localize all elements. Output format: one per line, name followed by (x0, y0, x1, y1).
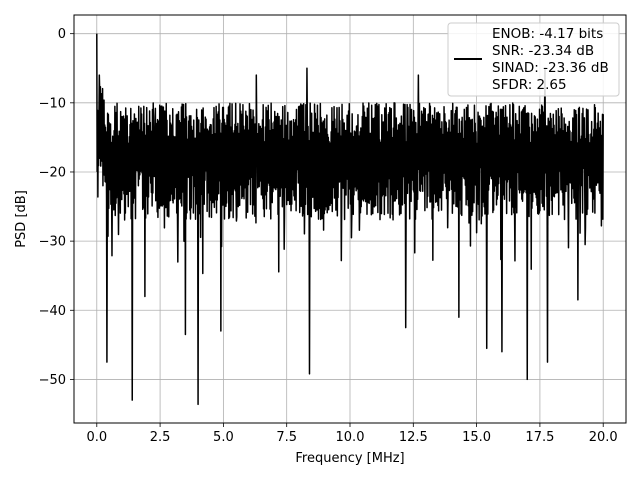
x-tick-label: 10.0 (336, 430, 365, 445)
x-axis-label: Frequency [MHz] (295, 451, 404, 466)
x-tick-label: 7.5 (276, 430, 297, 445)
x-tick-label: 5.0 (213, 430, 234, 445)
x-tick-label: 12.5 (399, 430, 428, 445)
x-tick-label: 0.0 (86, 430, 107, 445)
x-tick-label: 20.0 (589, 430, 618, 445)
y-tick-label: −30 (39, 235, 66, 250)
y-tick-label: −40 (39, 304, 66, 319)
y-tick-label: −50 (39, 373, 66, 388)
y-tick-label: 0 (58, 27, 66, 42)
psd-line (96, 33, 604, 406)
legend-snr: SNR: -23.34 dB (492, 43, 594, 59)
x-tick-label: 2.5 (150, 430, 171, 445)
x-axis-ticks: 0.0 2.5 5.0 7.5 10.0 12.5 15.0 17.5 20.0 (86, 423, 618, 445)
legend: ENOB: -4.17 bits SNR: -23.34 dB SINAD: -… (447, 22, 620, 97)
y-axis-label: PSD [dB] (14, 190, 29, 248)
legend-box (447, 22, 620, 97)
legend-sfdr: SFDR: 2.65 (492, 77, 567, 93)
y-axis-ticks: 0 −10 −20 −30 −40 −50 (39, 27, 74, 388)
y-tick-label: −20 (39, 165, 66, 180)
y-tick-label: −10 (39, 96, 66, 111)
x-tick-label: 15.0 (462, 430, 491, 445)
psd-series (96, 33, 604, 406)
legend-enob: ENOB: -4.17 bits (492, 26, 603, 42)
x-tick-label: 17.5 (525, 430, 554, 445)
legend-sinad: SINAD: -23.36 dB (492, 60, 609, 76)
